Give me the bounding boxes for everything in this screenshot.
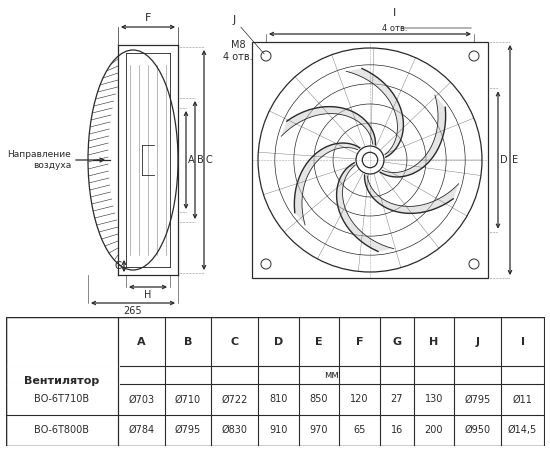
Text: Ø795: Ø795 xyxy=(464,394,491,405)
Text: J: J xyxy=(232,15,235,25)
Text: 16: 16 xyxy=(390,425,403,435)
Text: Ø710: Ø710 xyxy=(175,394,201,405)
Text: 910: 910 xyxy=(270,425,288,435)
Bar xyxy=(252,42,488,278)
Text: Ø795: Ø795 xyxy=(175,425,201,435)
Text: E: E xyxy=(512,155,518,165)
Text: E: E xyxy=(315,337,323,347)
Text: 850: 850 xyxy=(310,394,328,405)
Text: 4 отв.: 4 отв. xyxy=(382,24,408,33)
Text: Ø11: Ø11 xyxy=(513,394,532,405)
Text: Ø722: Ø722 xyxy=(222,394,248,405)
Text: B: B xyxy=(184,337,192,347)
Text: G: G xyxy=(392,337,401,347)
Text: ВО-6Т800В: ВО-6Т800В xyxy=(34,425,89,435)
Text: Направление
воздуха: Направление воздуха xyxy=(7,150,71,170)
Text: F: F xyxy=(145,13,151,23)
Text: D: D xyxy=(500,155,508,165)
Text: 120: 120 xyxy=(350,394,369,405)
Text: 65: 65 xyxy=(353,425,366,435)
Text: М8
4 отв.: М8 4 отв. xyxy=(223,40,253,62)
Text: A: A xyxy=(188,155,195,165)
Text: Ø950: Ø950 xyxy=(464,425,491,435)
Text: G: G xyxy=(114,261,122,271)
Polygon shape xyxy=(281,107,376,145)
Text: 970: 970 xyxy=(310,425,328,435)
Text: ВО-6Т710В: ВО-6Т710В xyxy=(34,394,89,405)
Text: J: J xyxy=(475,337,480,347)
Polygon shape xyxy=(346,68,403,157)
Text: 810: 810 xyxy=(270,394,288,405)
Text: Ø784: Ø784 xyxy=(128,425,154,435)
Text: Вентилятор: Вентилятор xyxy=(24,376,99,387)
Text: 130: 130 xyxy=(425,394,443,405)
Polygon shape xyxy=(337,163,394,252)
Text: B: B xyxy=(197,155,204,165)
Text: 200: 200 xyxy=(425,425,443,435)
Text: Ø830: Ø830 xyxy=(222,425,248,435)
Text: F: F xyxy=(356,337,363,347)
Text: C: C xyxy=(231,337,239,347)
Text: Ø14,5: Ø14,5 xyxy=(508,425,537,435)
Polygon shape xyxy=(294,143,360,225)
Text: C: C xyxy=(206,155,213,165)
Text: H: H xyxy=(429,337,438,347)
Text: H: H xyxy=(144,290,152,300)
Text: 265: 265 xyxy=(124,306,142,316)
Text: D: D xyxy=(274,337,283,347)
Text: A: A xyxy=(137,337,146,347)
Text: мм: мм xyxy=(324,370,338,380)
Text: I: I xyxy=(521,337,525,347)
Polygon shape xyxy=(365,175,459,213)
Text: Ø703: Ø703 xyxy=(128,394,154,405)
Text: 27: 27 xyxy=(390,394,403,405)
Text: I: I xyxy=(393,8,397,18)
Polygon shape xyxy=(380,95,446,177)
